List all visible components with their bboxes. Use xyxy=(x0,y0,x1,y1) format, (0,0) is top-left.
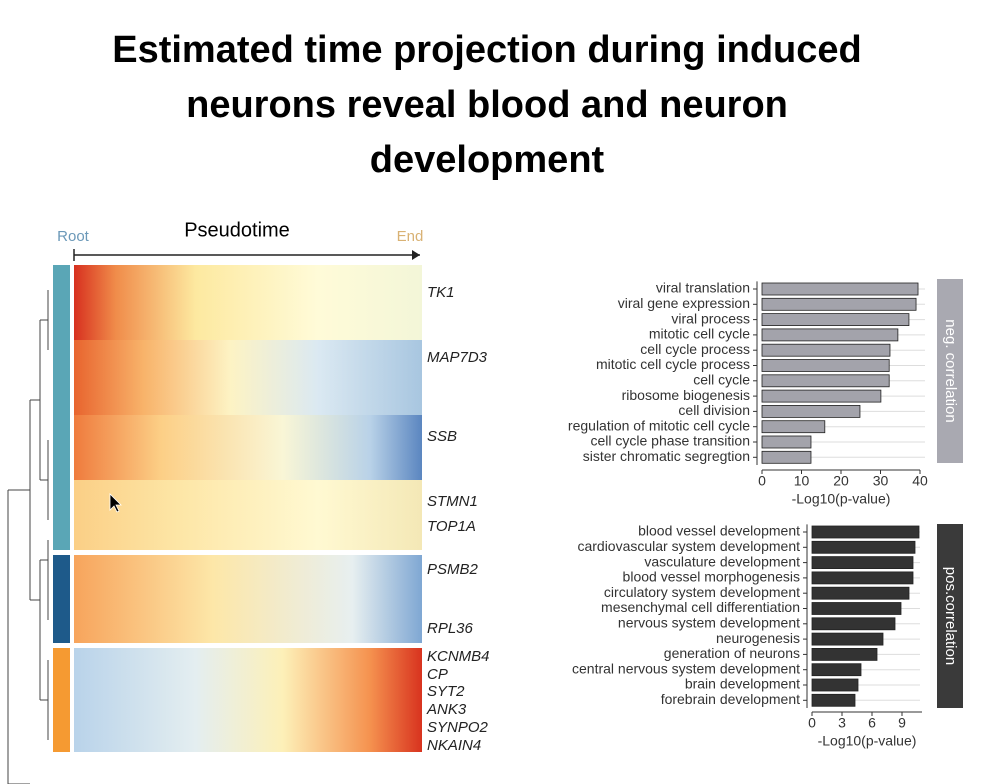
x-tick-label: 10 xyxy=(794,473,810,489)
bar xyxy=(761,389,882,403)
annotation-box xyxy=(937,279,963,463)
category-label: mitotic cell cycle xyxy=(649,326,750,342)
category-label: circulatory system development xyxy=(604,584,800,600)
bar xyxy=(761,328,899,342)
x-tick-label: 20 xyxy=(833,473,849,489)
heat-block xyxy=(74,340,422,415)
x-tick-label: 40 xyxy=(912,473,928,489)
title-line: neurons reveal blood and neuron xyxy=(186,84,788,126)
category-label: viral process xyxy=(671,310,750,326)
bar xyxy=(761,359,890,372)
cluster-bar xyxy=(53,555,70,643)
cluster-bar xyxy=(53,648,70,752)
gene-label: PSMB2 xyxy=(427,561,479,578)
gene-label: MAP7D3 xyxy=(427,349,488,366)
heat-block xyxy=(74,555,422,643)
category-label: viral translation xyxy=(656,280,750,296)
category-label: generation of neurons xyxy=(664,645,800,661)
category-label: blood vessel morphogenesis xyxy=(623,569,800,585)
cursor xyxy=(109,493,122,513)
gene-label: NKAIN4 xyxy=(427,737,481,754)
category-label: cardiovascular system development xyxy=(577,538,800,554)
pseudotime-label: Pseudotime xyxy=(184,219,290,241)
gene-label: SYNPO2 xyxy=(427,719,489,736)
title-line: development xyxy=(370,139,605,181)
bar xyxy=(761,282,919,296)
category-label: cell cycle xyxy=(693,372,750,388)
x-tick-label: 6 xyxy=(868,715,876,731)
end-label: End xyxy=(397,228,424,245)
gene-label: STMN1 xyxy=(427,493,478,510)
category-label: vasculature development xyxy=(644,553,800,569)
x-tick-label: 0 xyxy=(808,715,816,731)
category-label: central nervous system development xyxy=(572,660,800,676)
gene-label: RPL36 xyxy=(427,620,474,637)
bar xyxy=(811,648,878,661)
category-label: forebrain development xyxy=(661,691,800,707)
bar xyxy=(811,586,910,600)
annotation-box xyxy=(937,524,963,708)
gene-label: CP xyxy=(427,666,448,683)
bar xyxy=(811,525,920,539)
bar xyxy=(761,297,917,311)
bar xyxy=(811,617,896,631)
bar xyxy=(761,420,826,434)
heat-block xyxy=(74,648,422,752)
bar xyxy=(811,632,884,646)
category-label: cell cycle phase transition xyxy=(590,433,750,449)
category-label: neurogenesis xyxy=(716,630,800,646)
annotation: pos.correlation xyxy=(942,567,959,665)
bar xyxy=(811,663,862,677)
bar xyxy=(811,602,902,615)
annotation: neg. correlation xyxy=(942,319,959,422)
dendrogram xyxy=(7,290,49,784)
category-label: ribosome biogenesis xyxy=(622,387,750,403)
x-tick-label: 30 xyxy=(873,473,889,489)
gene-label: SSB xyxy=(427,428,457,445)
heat-block xyxy=(74,265,422,340)
gene-label: TK1 xyxy=(427,284,455,301)
category-label: sister chromatic segregtion xyxy=(583,448,750,464)
gene-label: TOP1A xyxy=(427,518,476,535)
heatmap: Root End Pseudotime xyxy=(7,219,424,784)
bar xyxy=(811,540,916,554)
heat-block xyxy=(74,480,422,550)
bar xyxy=(811,571,914,585)
bar xyxy=(811,556,914,569)
bar xyxy=(761,404,861,418)
bar xyxy=(761,313,910,327)
category-label: blood vessel development xyxy=(638,523,800,539)
gene-label: KCNMB4 xyxy=(427,648,490,665)
category-label: mesenchymal cell differentiation xyxy=(601,599,800,615)
x-tick-label: 0 xyxy=(758,473,766,489)
title-line: Estimated time projection during induced xyxy=(112,29,862,71)
root-label: Root xyxy=(57,228,90,245)
category-label: nervous system development xyxy=(618,615,800,631)
x-axis-label: -Log10(p-value) xyxy=(818,733,917,749)
bar xyxy=(811,693,856,707)
bar xyxy=(761,343,891,357)
x-axis-label: -Log10(p-value) xyxy=(792,491,891,507)
category-label: mitotic cell cycle process xyxy=(596,356,750,372)
category-label: viral gene expression xyxy=(618,295,750,311)
bar xyxy=(761,435,812,449)
category-label: regulation of mitotic cell cycle xyxy=(568,417,750,433)
cluster-bar xyxy=(53,265,70,550)
x-tick-label: 3 xyxy=(838,715,846,731)
category-label: cell cycle process xyxy=(640,341,750,357)
bar xyxy=(761,374,890,388)
category-label: cell division xyxy=(678,402,750,418)
gene-label: SYT2 xyxy=(427,683,465,700)
gene-label: ANK3 xyxy=(426,701,467,718)
heat-block xyxy=(74,415,422,480)
bar xyxy=(761,450,812,464)
x-tick-label: 9 xyxy=(898,715,906,731)
bar xyxy=(811,678,859,692)
category-label: brain development xyxy=(685,676,800,692)
arrow-head xyxy=(412,250,420,260)
